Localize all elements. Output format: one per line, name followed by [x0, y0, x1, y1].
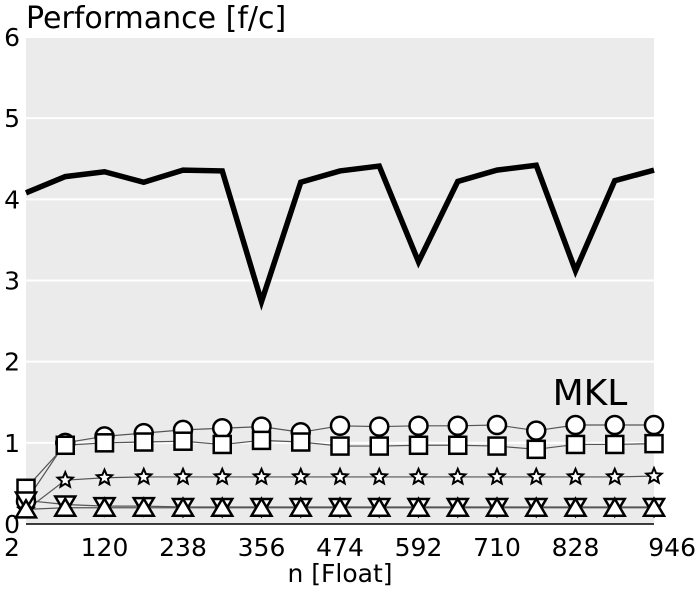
series-line-main — [24, 162, 655, 311]
data-point-triangle-up — [563, 496, 588, 518]
data-point-square — [173, 431, 193, 451]
data-point-triangle-up — [484, 496, 510, 518]
data-point-triangle-up — [524, 496, 549, 518]
data-point-triangle-up — [367, 496, 392, 518]
data-point-circle — [447, 415, 468, 437]
annotation-mkl: MKL — [553, 373, 628, 414]
data-point-square — [330, 436, 350, 456]
data-point-triangle-up — [288, 496, 313, 518]
data-point-triangle-up — [210, 496, 235, 518]
data-point-square — [487, 436, 507, 456]
data-point-star — [408, 466, 429, 486]
y-tick-label: 2 — [4, 348, 20, 377]
data-point-star — [290, 466, 311, 486]
x-tick-label: 474 — [316, 533, 364, 562]
data-point-square — [212, 434, 232, 455]
data-point-star — [133, 466, 154, 486]
data-point-square — [644, 433, 664, 454]
y-tick-label: 1 — [4, 429, 20, 458]
data-point-star — [172, 466, 194, 486]
data-point-square — [448, 435, 468, 456]
y-tick-label: 4 — [4, 185, 20, 214]
x-axis-label: n [Float] — [287, 559, 392, 588]
data-point-star — [643, 465, 665, 485]
data-point-square — [526, 439, 546, 460]
data-point-triangle-up — [327, 496, 353, 518]
data-point-square — [369, 436, 389, 456]
data-point-triangle-up — [445, 496, 470, 518]
y-tick-label: 3 — [4, 267, 20, 296]
data-point-circle — [212, 417, 233, 439]
data-point-circle — [643, 414, 665, 436]
data-point-star — [212, 466, 233, 486]
data-point-circle — [408, 415, 429, 437]
y-tick-label: 5 — [4, 104, 20, 133]
data-point-square — [605, 434, 625, 455]
data-point-star — [329, 466, 351, 486]
data-point-square — [55, 435, 75, 456]
y-tick-label: 0 — [4, 510, 20, 539]
data-point-triangle-up — [641, 496, 667, 518]
data-point-square — [94, 433, 115, 453]
data-point-circle — [369, 416, 390, 437]
data-point-triangle-up — [131, 496, 156, 518]
data-point-star — [604, 466, 625, 486]
data-point-star — [565, 466, 586, 486]
data-point-square — [251, 430, 272, 451]
y-tick-labels: 0 1 2 3 4 5 6 — [4, 23, 20, 539]
data-point-star — [447, 466, 468, 486]
data-point-star — [526, 466, 547, 486]
data-point-star — [486, 466, 508, 486]
data-point-circle — [604, 414, 625, 436]
data-point-square — [565, 434, 586, 455]
x-tick-label: 946 — [648, 533, 696, 562]
data-point-star — [55, 469, 76, 489]
data-point-star — [369, 466, 390, 486]
data-point-circle — [565, 414, 586, 436]
data-point-square — [291, 432, 311, 452]
data-point-triangle-up — [406, 496, 431, 518]
x-tick-label: 238 — [159, 533, 207, 562]
data-point-triangle-up — [249, 496, 274, 518]
data-point-circle — [329, 415, 351, 437]
data-point-triangle-up — [170, 496, 196, 518]
x-tick-labels: 2 120 238 356 474 592 710 828 946 — [4, 533, 696, 562]
x-tick-label: 120 — [81, 533, 129, 562]
data-point-triangle-up — [92, 496, 117, 518]
data-point-circle — [526, 420, 547, 441]
data-point-triangle-up — [602, 496, 627, 518]
x-tick-label: 710 — [473, 533, 521, 562]
series-markers — [13, 414, 667, 519]
data-point-square — [408, 435, 429, 456]
x-tick-label: 2 — [4, 533, 20, 562]
y-tick-label: 6 — [4, 23, 20, 52]
x-tick-label: 828 — [552, 533, 600, 562]
data-point-triangle-up — [53, 496, 78, 518]
chart-title: Performance [f/c] — [26, 1, 286, 36]
data-point-star — [94, 467, 115, 487]
data-point-star — [251, 466, 272, 486]
x-tick-label: 356 — [238, 533, 286, 562]
data-point-circle — [486, 414, 508, 436]
data-point-triangle-up — [13, 497, 39, 519]
x-tick-label: 592 — [395, 533, 443, 562]
data-point-square — [134, 432, 154, 452]
